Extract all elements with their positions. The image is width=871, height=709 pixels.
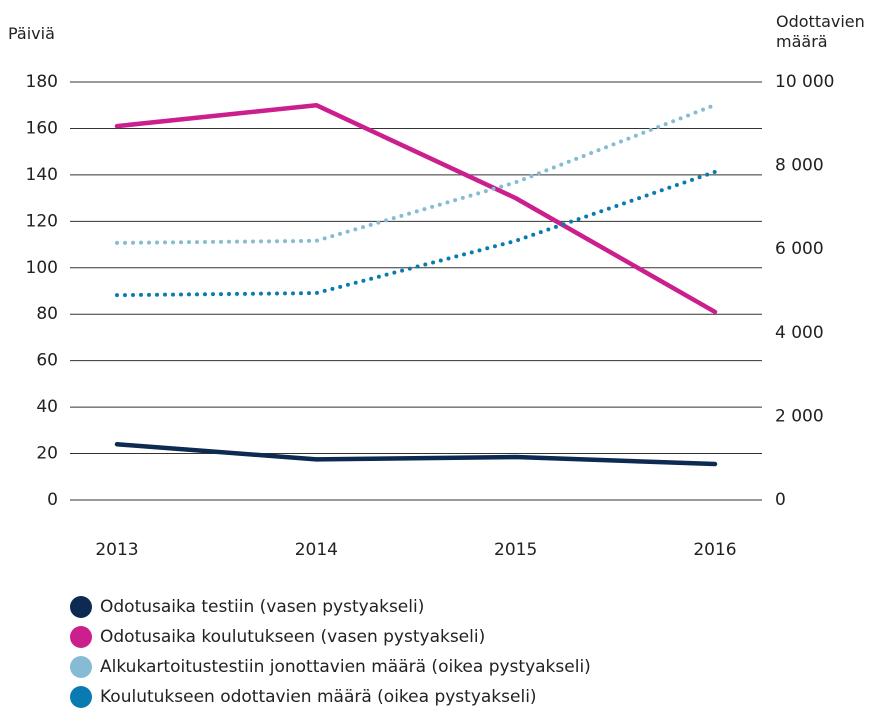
- legend-swatch: [70, 656, 92, 678]
- y-tick-label: 0: [47, 490, 58, 510]
- y-tick-label: 160: [26, 118, 58, 138]
- line: [115, 169, 717, 298]
- legend-label: Koulutukseen odottavien määrä (oikea pys…: [100, 687, 537, 707]
- y-axis-title: Päiviä: [8, 24, 55, 43]
- y2-axis-title: Odottavien määrä: [776, 12, 865, 51]
- y2-tick-label: 8 000: [775, 156, 824, 176]
- y-tick-label: 60: [36, 351, 58, 371]
- x-tick-label: 2013: [95, 540, 138, 560]
- y-tick-label: 40: [36, 397, 58, 417]
- legend-swatch: [70, 596, 92, 618]
- y-tick-label: 180: [26, 72, 58, 92]
- legend-swatch: [70, 626, 92, 648]
- line: [114, 102, 718, 315]
- y2-tick-label: 0: [775, 490, 786, 510]
- legend-label: Alkukartoitustestiin jonottavien määrä (…: [100, 657, 591, 677]
- y-tick-label: 80: [36, 304, 58, 324]
- legend-swatch: [70, 686, 92, 708]
- y-tick-label: 140: [26, 165, 58, 185]
- legend-label: Odotusaika koulutukseen (vasen pystyakse…: [100, 627, 485, 647]
- line: [115, 102, 717, 245]
- x-tick-label: 2016: [693, 540, 736, 560]
- x-tick-label: 2014: [295, 540, 338, 560]
- y-tick-label: 100: [26, 258, 58, 278]
- y2-tick-label: 6 000: [775, 239, 824, 259]
- line: [114, 442, 718, 467]
- y2-tick-label: 10 000: [775, 72, 834, 92]
- x-tick-label: 2015: [494, 540, 537, 560]
- y2-tick-label: 2 000: [775, 406, 824, 426]
- legend-label: Odotusaika testiin (vasen pystyakseli): [100, 597, 424, 617]
- y-tick-label: 120: [26, 211, 58, 231]
- y2-tick-label: 4 000: [775, 323, 824, 343]
- y-tick-label: 20: [36, 444, 58, 464]
